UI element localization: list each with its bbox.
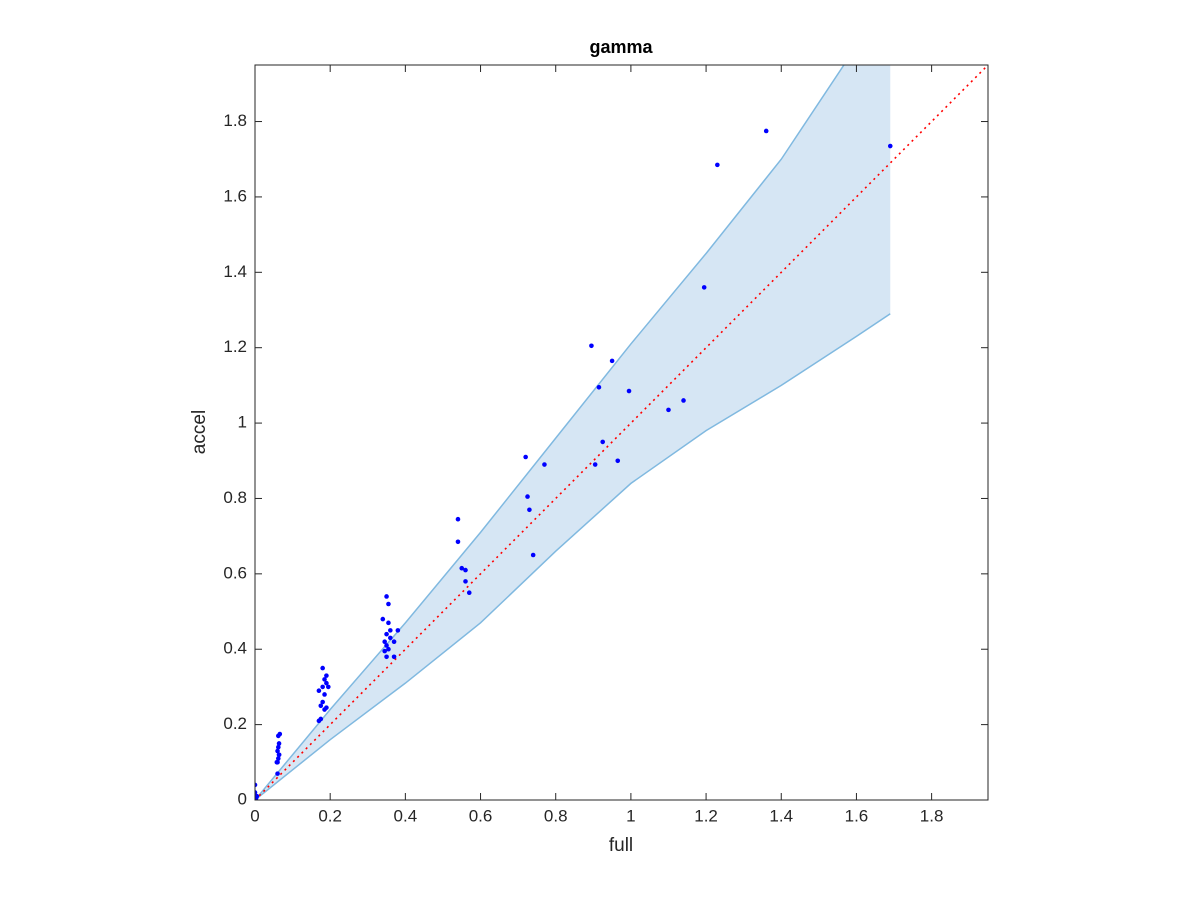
point — [324, 673, 329, 678]
point — [666, 407, 671, 413]
point — [384, 594, 389, 599]
point — [326, 684, 331, 690]
point — [596, 384, 602, 390]
point — [459, 565, 465, 571]
point — [276, 741, 282, 746]
y-tick-label: 1.4 — [223, 262, 247, 281]
band-fill — [255, 65, 891, 800]
point — [523, 454, 528, 460]
point — [382, 639, 387, 644]
point — [609, 358, 615, 364]
point — [275, 748, 280, 754]
y-tick-label: 0.8 — [223, 488, 247, 507]
point — [322, 692, 327, 697]
point — [589, 343, 594, 349]
y-tick-label: 1 — [238, 413, 247, 432]
x-tick-label: 0.4 — [394, 806, 418, 825]
point — [384, 643, 389, 648]
point — [388, 628, 393, 633]
axes-box — [254, 64, 989, 801]
y-tick-label: 1.8 — [223, 111, 247, 130]
point — [463, 579, 468, 584]
chart-title: gamma — [589, 37, 653, 57]
point — [255, 790, 258, 795]
band-upper — [255, 65, 845, 800]
point — [386, 620, 391, 626]
point — [592, 462, 598, 467]
point — [324, 705, 329, 710]
point — [277, 731, 283, 737]
plot-area — [255, 65, 988, 800]
point — [384, 631, 389, 637]
x-tick-label: 0.2 — [318, 806, 342, 825]
point — [715, 162, 720, 168]
y-tick-label: 1.2 — [223, 337, 247, 356]
x-tick-label: 1 — [626, 806, 635, 825]
x-tick-label: 1.6 — [845, 806, 869, 825]
x-tick-label: 0 — [250, 806, 259, 825]
point — [525, 494, 530, 499]
x-tick-label: 1.8 — [920, 806, 944, 825]
point — [455, 539, 461, 545]
point — [615, 458, 621, 464]
point — [276, 752, 282, 758]
y-tick-label: 0.2 — [223, 714, 247, 733]
point — [887, 143, 893, 149]
y-tick-label: 0 — [238, 789, 247, 808]
band-lower — [255, 313, 891, 800]
point — [386, 601, 391, 607]
point — [527, 507, 532, 513]
point — [274, 760, 280, 765]
x-tick-label: 1.2 — [694, 806, 718, 825]
point — [542, 462, 547, 467]
point — [763, 128, 769, 134]
point — [455, 516, 461, 522]
point — [600, 439, 606, 445]
point — [386, 646, 391, 652]
point — [324, 680, 329, 686]
point — [380, 616, 386, 622]
reference-line — [255, 65, 988, 800]
point — [395, 628, 401, 633]
point — [530, 552, 536, 558]
point — [255, 795, 259, 800]
point — [276, 744, 281, 750]
x-axis-label: full — [609, 835, 633, 856]
point — [316, 688, 322, 693]
point — [320, 699, 325, 705]
x-tick-label: 1.4 — [769, 806, 793, 825]
point — [681, 398, 686, 403]
y-tick-label: 0.6 — [223, 563, 247, 582]
point — [318, 703, 324, 709]
point — [382, 648, 387, 654]
point — [318, 716, 324, 722]
point — [391, 639, 397, 644]
point — [701, 285, 707, 290]
y-axis-label: accel — [189, 410, 210, 454]
y-tick-label: 1.6 — [223, 186, 247, 205]
point — [388, 635, 393, 641]
point — [255, 782, 258, 788]
point — [626, 388, 632, 394]
y-tick-label: 0.4 — [223, 639, 247, 658]
point — [322, 677, 327, 682]
point — [275, 771, 280, 776]
point — [463, 567, 468, 573]
point — [320, 684, 325, 690]
x-tick-label: 0.8 — [544, 806, 568, 825]
point — [466, 590, 472, 595]
x-tick-label: 0.6 — [469, 806, 493, 825]
point — [384, 654, 389, 660]
point — [320, 665, 325, 671]
point — [276, 756, 281, 761]
point — [391, 654, 397, 660]
